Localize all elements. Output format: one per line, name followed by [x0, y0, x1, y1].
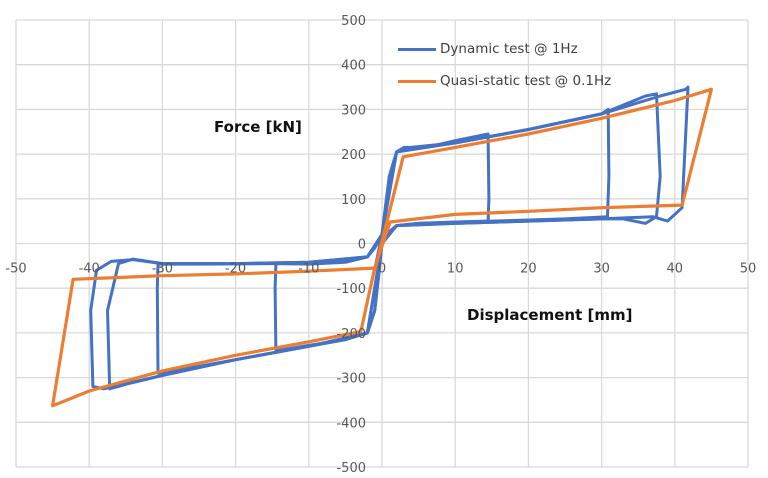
grid-lines: [15, 19, 749, 468]
legend-label-dynamic: Dynamic test @ 1Hz: [440, 41, 578, 57]
legend-item-dynamic: Dynamic test @ 1Hz: [398, 33, 611, 65]
legend-swatch-quasi-static: [398, 79, 436, 83]
y-tick-label: 300: [341, 103, 366, 118]
tick-labels: -50 -40 -30 -20 -10 0 10 20 30 40 50-500-400-300-2…: [5, 14, 756, 476]
x-tick-label: 30: [593, 262, 610, 277]
y-tick-label: -300: [336, 372, 366, 387]
y-tick-label: -400: [336, 416, 366, 431]
x-axis-title: Displacement [mm]: [467, 306, 633, 324]
x-tick-label: 10: [447, 262, 464, 277]
data-series: [51, 85, 713, 408]
y-tick-label: -100: [336, 282, 366, 297]
x-tick-label: -30: [152, 262, 173, 277]
y-tick-label: 400: [341, 59, 366, 74]
dynamic-series-line: [89, 85, 690, 391]
x-tick-label: 0: [378, 262, 386, 277]
legend-swatch-dynamic: [398, 47, 436, 51]
y-tick-label: 500: [341, 14, 366, 29]
x-tick-label: -20: [225, 262, 246, 277]
y-tick-label: -200: [336, 327, 366, 342]
x-tick-label: 20: [520, 262, 537, 277]
y-axis-title: Force [kN]: [214, 118, 302, 136]
y-tick-label: -500: [336, 461, 366, 476]
x-tick-label: -10: [298, 262, 319, 277]
x-tick-label: -40: [79, 262, 100, 277]
quasi-static-series-line: [51, 87, 713, 408]
x-tick-label: 50: [740, 262, 757, 277]
legend: Dynamic test @ 1Hz Quasi-static test @ 0…: [398, 33, 611, 97]
y-tick-label: 0: [358, 238, 366, 253]
legend-label-quasi-static: Quasi-static test @ 0.1Hz: [440, 73, 612, 89]
y-tick-label: 200: [341, 148, 366, 163]
x-tick-label: 40: [667, 262, 684, 277]
y-tick-label: 100: [341, 193, 366, 208]
legend-item-quasi-static: Quasi-static test @ 0.1Hz: [398, 65, 611, 97]
x-tick-label: -50: [5, 262, 26, 277]
